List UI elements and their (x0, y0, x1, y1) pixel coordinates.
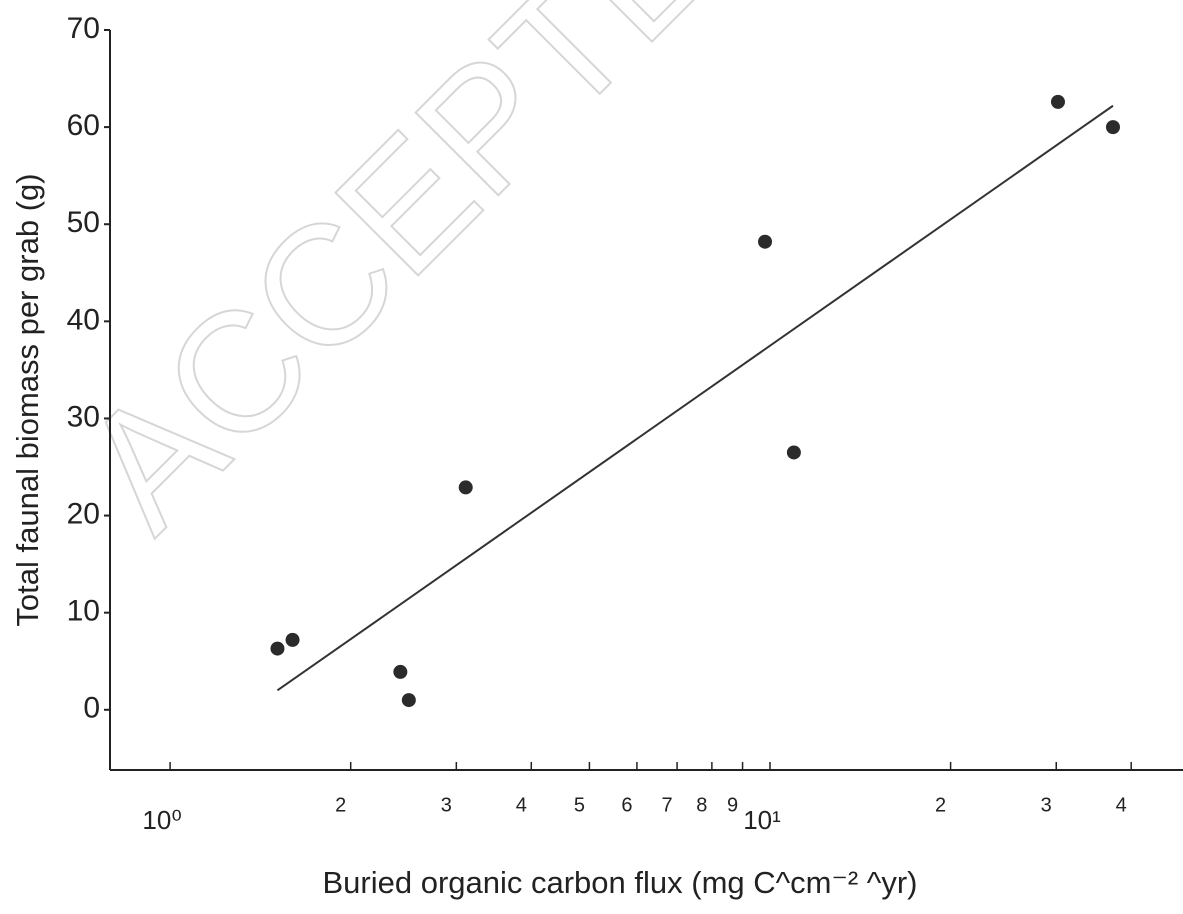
y-tick-label: 50 (67, 206, 100, 239)
x-tick-label: 4 (1116, 794, 1127, 816)
y-tick-label: 40 (67, 303, 100, 336)
y-tick-label: 70 (67, 12, 100, 45)
x-tick-label: 2 (335, 794, 346, 816)
point (458, 480, 473, 495)
y-tick-label: 60 (67, 109, 100, 142)
point (1050, 94, 1065, 109)
x-tick-label: 2 (935, 794, 946, 816)
point (270, 641, 285, 656)
x-tick-label: 6 (621, 794, 632, 816)
x-tick-label: 9 (727, 794, 738, 816)
x-tick-label: 10⁰ (142, 805, 181, 835)
y-axis-label: Total faunal biomass per grab (g) (10, 173, 45, 626)
x-tick-label: 5 (574, 794, 585, 816)
point (401, 693, 416, 708)
x-tick-label: 4 (516, 794, 527, 816)
point (758, 234, 773, 249)
watermark: ACCEPTED (46, 0, 835, 565)
x-tick-label: 3 (1041, 794, 1052, 816)
point (786, 445, 801, 460)
point (285, 632, 300, 647)
x-axis-label: Buried organic carbon flux (mg C^cm⁻² ^y… (322, 865, 917, 900)
x-tick-label: 3 (441, 794, 452, 816)
point (393, 664, 408, 679)
y-tick-label: 0 (83, 692, 100, 725)
x-tick-label: 8 (696, 794, 707, 816)
y-tick-label: 30 (67, 400, 100, 433)
x-tick-label: 10¹ (743, 805, 781, 835)
y-tick-label: 20 (67, 497, 100, 530)
x-tick-label: 7 (662, 794, 673, 816)
fit-line (276, 104, 1114, 692)
y-tick-label: 10 (67, 595, 100, 628)
point (1105, 120, 1120, 135)
